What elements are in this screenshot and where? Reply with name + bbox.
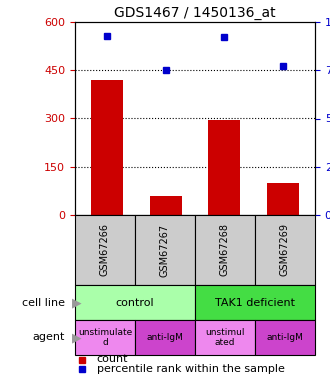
Text: GSM67269: GSM67269	[280, 224, 290, 276]
Text: count: count	[97, 354, 128, 364]
Title: GDS1467 / 1450136_at: GDS1467 / 1450136_at	[114, 6, 276, 20]
Bar	[267, 183, 299, 215]
Text: cell line: cell line	[22, 297, 65, 307]
Bar	[195, 215, 255, 285]
Text: GSM67267: GSM67267	[160, 224, 170, 277]
Text: ▶: ▶	[72, 331, 81, 344]
Bar	[195, 320, 255, 355]
Text: GSM67268: GSM67268	[220, 224, 230, 276]
Bar	[135, 320, 195, 355]
Bar	[75, 215, 135, 285]
Text: control: control	[116, 297, 154, 307]
Bar	[91, 80, 123, 215]
Bar	[75, 320, 135, 355]
Bar	[135, 215, 195, 285]
Bar	[255, 215, 315, 285]
Bar	[255, 320, 315, 355]
Bar	[208, 120, 240, 215]
Text: percentile rank within the sample: percentile rank within the sample	[97, 363, 284, 374]
Text: unstimulate
d: unstimulate d	[78, 328, 132, 347]
Bar	[75, 285, 195, 320]
Text: anti-IgM: anti-IgM	[147, 333, 183, 342]
Text: GSM67266: GSM67266	[100, 224, 110, 276]
Text: TAK1 deficient: TAK1 deficient	[215, 297, 295, 307]
Text: ▶: ▶	[72, 296, 81, 309]
Bar	[149, 196, 182, 215]
Bar	[195, 285, 315, 320]
Text: agent: agent	[33, 333, 65, 342]
Text: unstimul
ated: unstimul ated	[205, 328, 245, 347]
Text: anti-IgM: anti-IgM	[267, 333, 304, 342]
